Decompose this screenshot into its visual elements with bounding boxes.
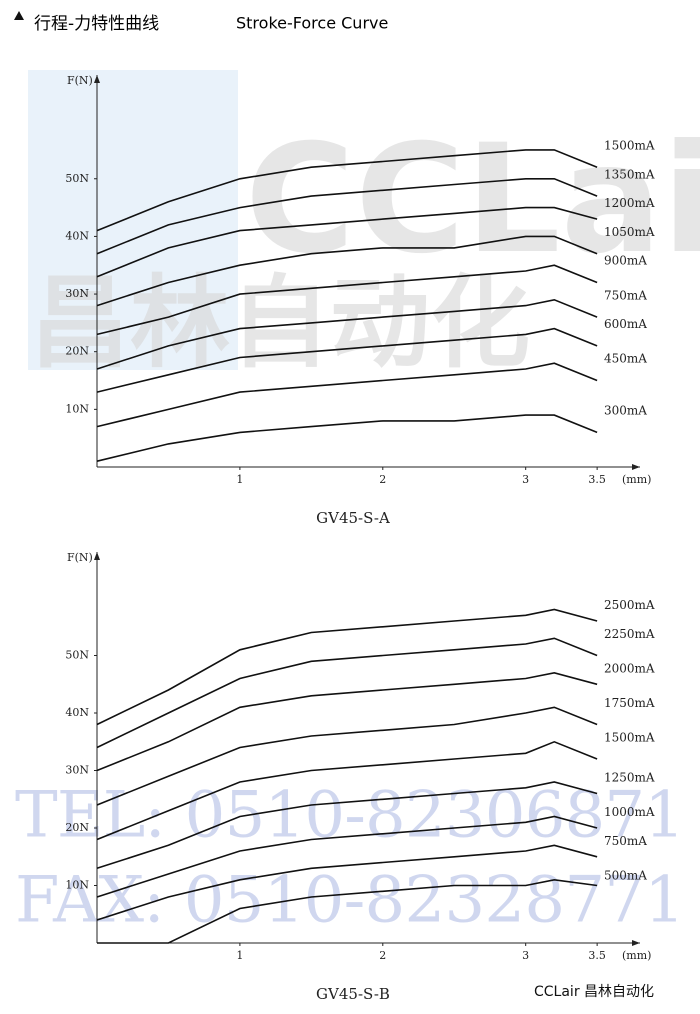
chart-title: GV45-S-A: [316, 509, 390, 527]
series-label: 2000mA: [604, 661, 655, 675]
curve: [96, 178, 598, 255]
y-tick-label: 40N: [65, 229, 89, 242]
page-title: 行程-力特性曲线: [34, 14, 159, 34]
series-label: 2500mA: [604, 598, 655, 612]
series-label: 1250mA: [604, 771, 655, 785]
x-tick-label: 2: [379, 949, 386, 962]
x-tick-label: 1: [236, 949, 243, 962]
curve: [96, 298, 598, 370]
y-tick-label: 30N: [65, 764, 89, 777]
watermark-fax: FAX: 0510-82328771: [15, 864, 685, 938]
series-label: 450mA: [604, 352, 647, 366]
x-axis-label: (mm): [622, 473, 651, 486]
y-tick-label: 10N: [65, 402, 89, 415]
series-label: 750mA: [604, 834, 647, 848]
page-title-en: Stroke-Force Curve: [236, 14, 388, 33]
curve: [96, 327, 598, 393]
curve: [96, 671, 598, 772]
title-marker: [14, 11, 24, 20]
curve: [96, 206, 598, 278]
y-axis-label: F(N): [67, 551, 93, 564]
footer: CCLair 昌林自动化: [534, 984, 654, 1000]
series-label: 1350mA: [604, 167, 655, 181]
x-tick-label: 3: [522, 949, 529, 962]
curve: [96, 844, 598, 921]
x-arrow: [632, 940, 640, 946]
series-label: 600mA: [604, 317, 647, 331]
y-tick-label: 20N: [65, 345, 89, 358]
curve: [96, 264, 598, 336]
curve: [96, 149, 598, 232]
y-tick-label: 40N: [65, 706, 89, 719]
y-tick-label: 50N: [65, 649, 89, 662]
y-axis-label: F(N): [67, 74, 93, 87]
curve: [96, 815, 598, 898]
watermark-logo: CCLair: [245, 113, 700, 287]
y-tick-label: 20N: [65, 821, 89, 834]
series-label: 2250mA: [604, 627, 655, 641]
series-label: 750mA: [604, 288, 647, 302]
x-tick-label: 2: [379, 473, 386, 486]
y-tick-label: 10N: [65, 879, 89, 892]
x-arrow: [632, 464, 640, 470]
curve: [96, 414, 598, 462]
series-label: 1500mA: [604, 730, 655, 744]
series-label: 300mA: [604, 404, 647, 418]
curve: [97, 878, 598, 944]
curve: [96, 781, 598, 870]
chart-title: GV45-S-B: [316, 985, 390, 1003]
curve: [96, 608, 598, 726]
y-tick-label: 30N: [65, 287, 89, 300]
curve: [96, 637, 598, 749]
series-label: 1500mA: [604, 138, 655, 152]
y-arrow: [94, 75, 100, 83]
curve: [96, 235, 598, 307]
series-label: 500mA: [604, 868, 647, 882]
x-tick-label: 3.5: [588, 473, 606, 486]
watermark-tel: TEL: 0510-82306871: [15, 779, 685, 853]
curve: [96, 706, 598, 806]
x-tick-label: 1: [236, 473, 243, 486]
x-axis-label: (mm): [622, 949, 651, 962]
y-arrow: [94, 552, 100, 560]
curve: [96, 362, 598, 428]
x-tick-label: 3: [522, 473, 529, 486]
series-label: 1200mA: [604, 196, 655, 210]
series-label: 1000mA: [604, 805, 655, 819]
y-tick-label: 50N: [65, 172, 89, 185]
x-tick-label: 3.5: [588, 949, 606, 962]
logo-block: [28, 70, 238, 370]
curve: [96, 740, 598, 841]
series-label: 1750mA: [604, 696, 655, 710]
series-label: 1050mA: [604, 225, 655, 239]
watermark-logo-cn: 昌林自动化: [30, 264, 530, 381]
series-label: 900mA: [604, 254, 647, 268]
